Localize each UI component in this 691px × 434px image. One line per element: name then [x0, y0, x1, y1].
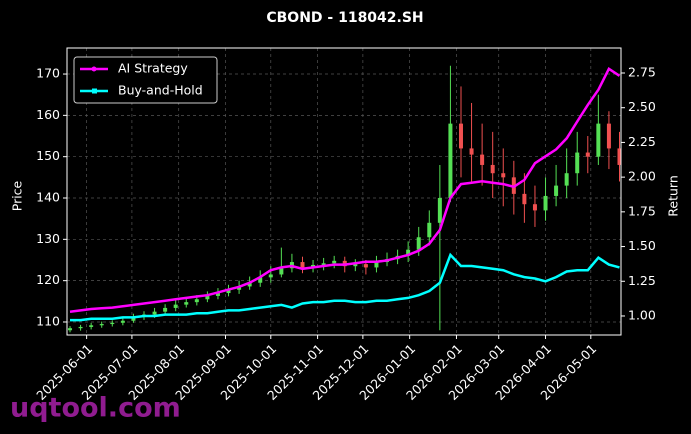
candle-body — [226, 289, 231, 294]
candle-body — [564, 173, 569, 186]
candle-body — [258, 277, 263, 283]
candle-body — [268, 274, 273, 278]
y2-tick-label: 2.50 — [628, 99, 656, 114]
candle-body — [606, 123, 611, 149]
y2-tick-label: 2.75 — [628, 64, 656, 79]
candle-body — [543, 195, 548, 211]
y-tick-label: 170 — [36, 66, 60, 81]
candle-body — [131, 317, 136, 321]
candle-body — [458, 123, 463, 149]
candle-body — [152, 311, 157, 315]
candle-body — [110, 322, 115, 325]
candle-body — [321, 263, 326, 265]
y2-tick-label: 1.50 — [628, 238, 656, 253]
candle-body — [522, 193, 527, 205]
y-tick-label: 150 — [36, 148, 60, 163]
legend-label: Buy-and-Hold — [118, 83, 203, 98]
y2-axis-label: Return — [666, 175, 681, 216]
candle-body — [194, 299, 199, 303]
y-tick-label: 140 — [36, 190, 60, 205]
legend-box — [73, 56, 218, 104]
series-line — [69, 66, 621, 314]
candle-body — [427, 222, 432, 238]
candle-body — [68, 328, 73, 331]
candle-body — [173, 304, 178, 308]
candle-body — [89, 325, 94, 327]
y2-tick-label: 2.00 — [628, 169, 656, 184]
candle-body — [353, 264, 358, 267]
candle-body — [406, 249, 411, 256]
candle-body — [332, 260, 337, 264]
candle-body — [78, 326, 83, 329]
candle-body — [448, 123, 453, 199]
y2-tick-label: 1.25 — [628, 273, 656, 288]
candle-body — [480, 154, 485, 165]
candle-body — [554, 185, 559, 196]
y-tick-label: 110 — [36, 313, 60, 328]
legend-marker — [92, 88, 97, 94]
candle-body — [617, 148, 622, 165]
candle-body — [416, 237, 421, 250]
chart-title: CBOND - 118042.SH — [266, 10, 423, 26]
series-line — [70, 252, 620, 322]
candle-body — [374, 262, 379, 268]
candle-body — [279, 268, 284, 275]
y2-tick-label: 2.25 — [628, 134, 656, 149]
candle-body — [469, 148, 474, 155]
legend-marker — [91, 66, 97, 72]
candle-body — [585, 152, 590, 157]
watermark: uqtool.com — [10, 393, 181, 424]
y2-tick-label: 1.75 — [628, 203, 656, 218]
candle-body — [120, 320, 125, 323]
y-axis-label: Price — [10, 180, 25, 211]
plot-frame — [66, 47, 622, 336]
candle-body — [532, 204, 537, 211]
legend-label: AI Strategy — [118, 61, 188, 76]
candle-body — [575, 152, 580, 174]
candle-body — [363, 264, 368, 268]
candle-body — [99, 324, 104, 326]
candle-body — [163, 307, 168, 312]
y-tick-label: 120 — [36, 272, 60, 287]
candle-body — [596, 123, 601, 157]
candle-body — [205, 295, 210, 300]
candle-body — [184, 302, 189, 305]
candle-body — [437, 198, 442, 223]
candle-body — [501, 173, 506, 178]
candle-body — [237, 286, 242, 290]
y2-tick-label: 1.00 — [628, 307, 656, 322]
y-tick-label: 160 — [36, 107, 60, 122]
candle-body — [215, 293, 220, 296]
candle-body — [300, 262, 305, 268]
candle-body — [247, 282, 252, 287]
y-tick-label: 130 — [36, 231, 60, 246]
candle-body — [490, 164, 495, 174]
